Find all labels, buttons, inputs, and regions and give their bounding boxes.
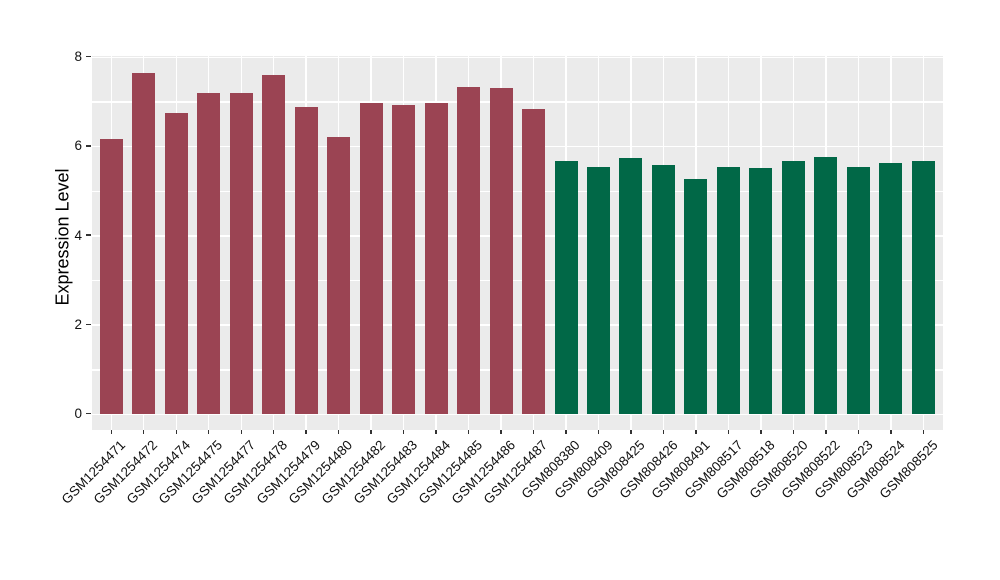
bar-GSM1254478 xyxy=(262,75,286,414)
x-tick-mark xyxy=(857,430,860,434)
x-tick-mark xyxy=(305,430,307,434)
bar-GSM808524 xyxy=(879,163,903,414)
bar-GSM808522 xyxy=(814,156,838,414)
bar-GSM1254475 xyxy=(197,92,221,414)
h-gridline xyxy=(92,101,943,103)
x-tick-mark xyxy=(435,430,437,434)
x-tick-mark xyxy=(240,430,242,434)
bar-GSM1254483 xyxy=(392,105,416,414)
x-tick-mark xyxy=(597,430,600,434)
bar-GSM1254482 xyxy=(359,102,383,414)
x-tick-mark xyxy=(890,430,892,434)
bar-GSM1254487 xyxy=(522,109,546,414)
x-tick-mark xyxy=(337,430,340,434)
bar-GSM808491 xyxy=(684,179,708,414)
x-tick-mark xyxy=(825,430,827,434)
bar-GSM1254472 xyxy=(132,73,156,414)
bar-GSM808518 xyxy=(749,168,773,414)
bar-GSM808380 xyxy=(554,161,578,414)
x-tick-mark xyxy=(695,430,697,434)
x-tick-mark xyxy=(175,430,177,434)
y-tick-label: 0 xyxy=(74,406,82,422)
x-tick-mark xyxy=(760,430,762,434)
h-gridline xyxy=(92,279,943,282)
y-tick-mark xyxy=(86,413,91,415)
bar-GSM1254474 xyxy=(164,113,188,414)
bar-GSM1254471 xyxy=(99,139,123,414)
x-tick-mark xyxy=(402,430,405,434)
bar-GSM1254485 xyxy=(457,86,481,414)
x-tick-mark xyxy=(208,430,210,434)
x-tick-mark xyxy=(630,430,632,434)
bar-GSM808520 xyxy=(781,161,805,414)
x-tick-mark xyxy=(143,430,145,434)
x-tick-mark xyxy=(110,430,112,434)
bar-GSM808517 xyxy=(716,167,740,414)
bar-GSM1254477 xyxy=(229,92,253,414)
bar-GSM1254480 xyxy=(327,136,351,414)
y-tick-label: 6 xyxy=(74,138,82,154)
h-gridline xyxy=(92,324,943,326)
h-gridline xyxy=(92,413,943,416)
x-tick-mark xyxy=(532,430,535,434)
y-tick-mark xyxy=(86,234,91,236)
y-tick-label: 2 xyxy=(74,316,82,332)
x-tick-mark xyxy=(727,430,730,434)
h-gridline xyxy=(92,235,943,237)
x-tick-mark xyxy=(500,430,502,434)
x-tick-mark xyxy=(273,430,275,434)
h-gridline xyxy=(92,369,943,371)
h-gridline xyxy=(92,145,943,148)
x-tick-mark xyxy=(370,430,372,434)
h-gridline xyxy=(92,56,943,58)
x-tick-mark xyxy=(662,430,665,434)
h-gridline xyxy=(92,190,943,192)
bar-GSM808425 xyxy=(619,158,643,414)
x-tick-mark xyxy=(792,430,795,434)
bar-GSM808525 xyxy=(911,161,935,414)
y-tick-label: 8 xyxy=(74,49,82,65)
bar-GSM1254486 xyxy=(489,87,513,414)
bar-GSM808409 xyxy=(587,167,610,414)
y-tick-mark xyxy=(86,55,91,58)
plot-area xyxy=(92,56,943,430)
y-tick-mark xyxy=(86,145,91,147)
bar-GSM1254484 xyxy=(424,102,448,414)
y-tick-mark xyxy=(86,323,91,326)
bar-GSM808426 xyxy=(651,164,675,414)
x-tick-mark xyxy=(922,430,924,434)
bar-GSM808523 xyxy=(846,166,870,414)
x-tick-mark xyxy=(467,430,470,434)
y-tick-label: 4 xyxy=(74,227,82,243)
x-tick-mark xyxy=(565,430,567,434)
bar-GSM1254479 xyxy=(294,106,318,414)
